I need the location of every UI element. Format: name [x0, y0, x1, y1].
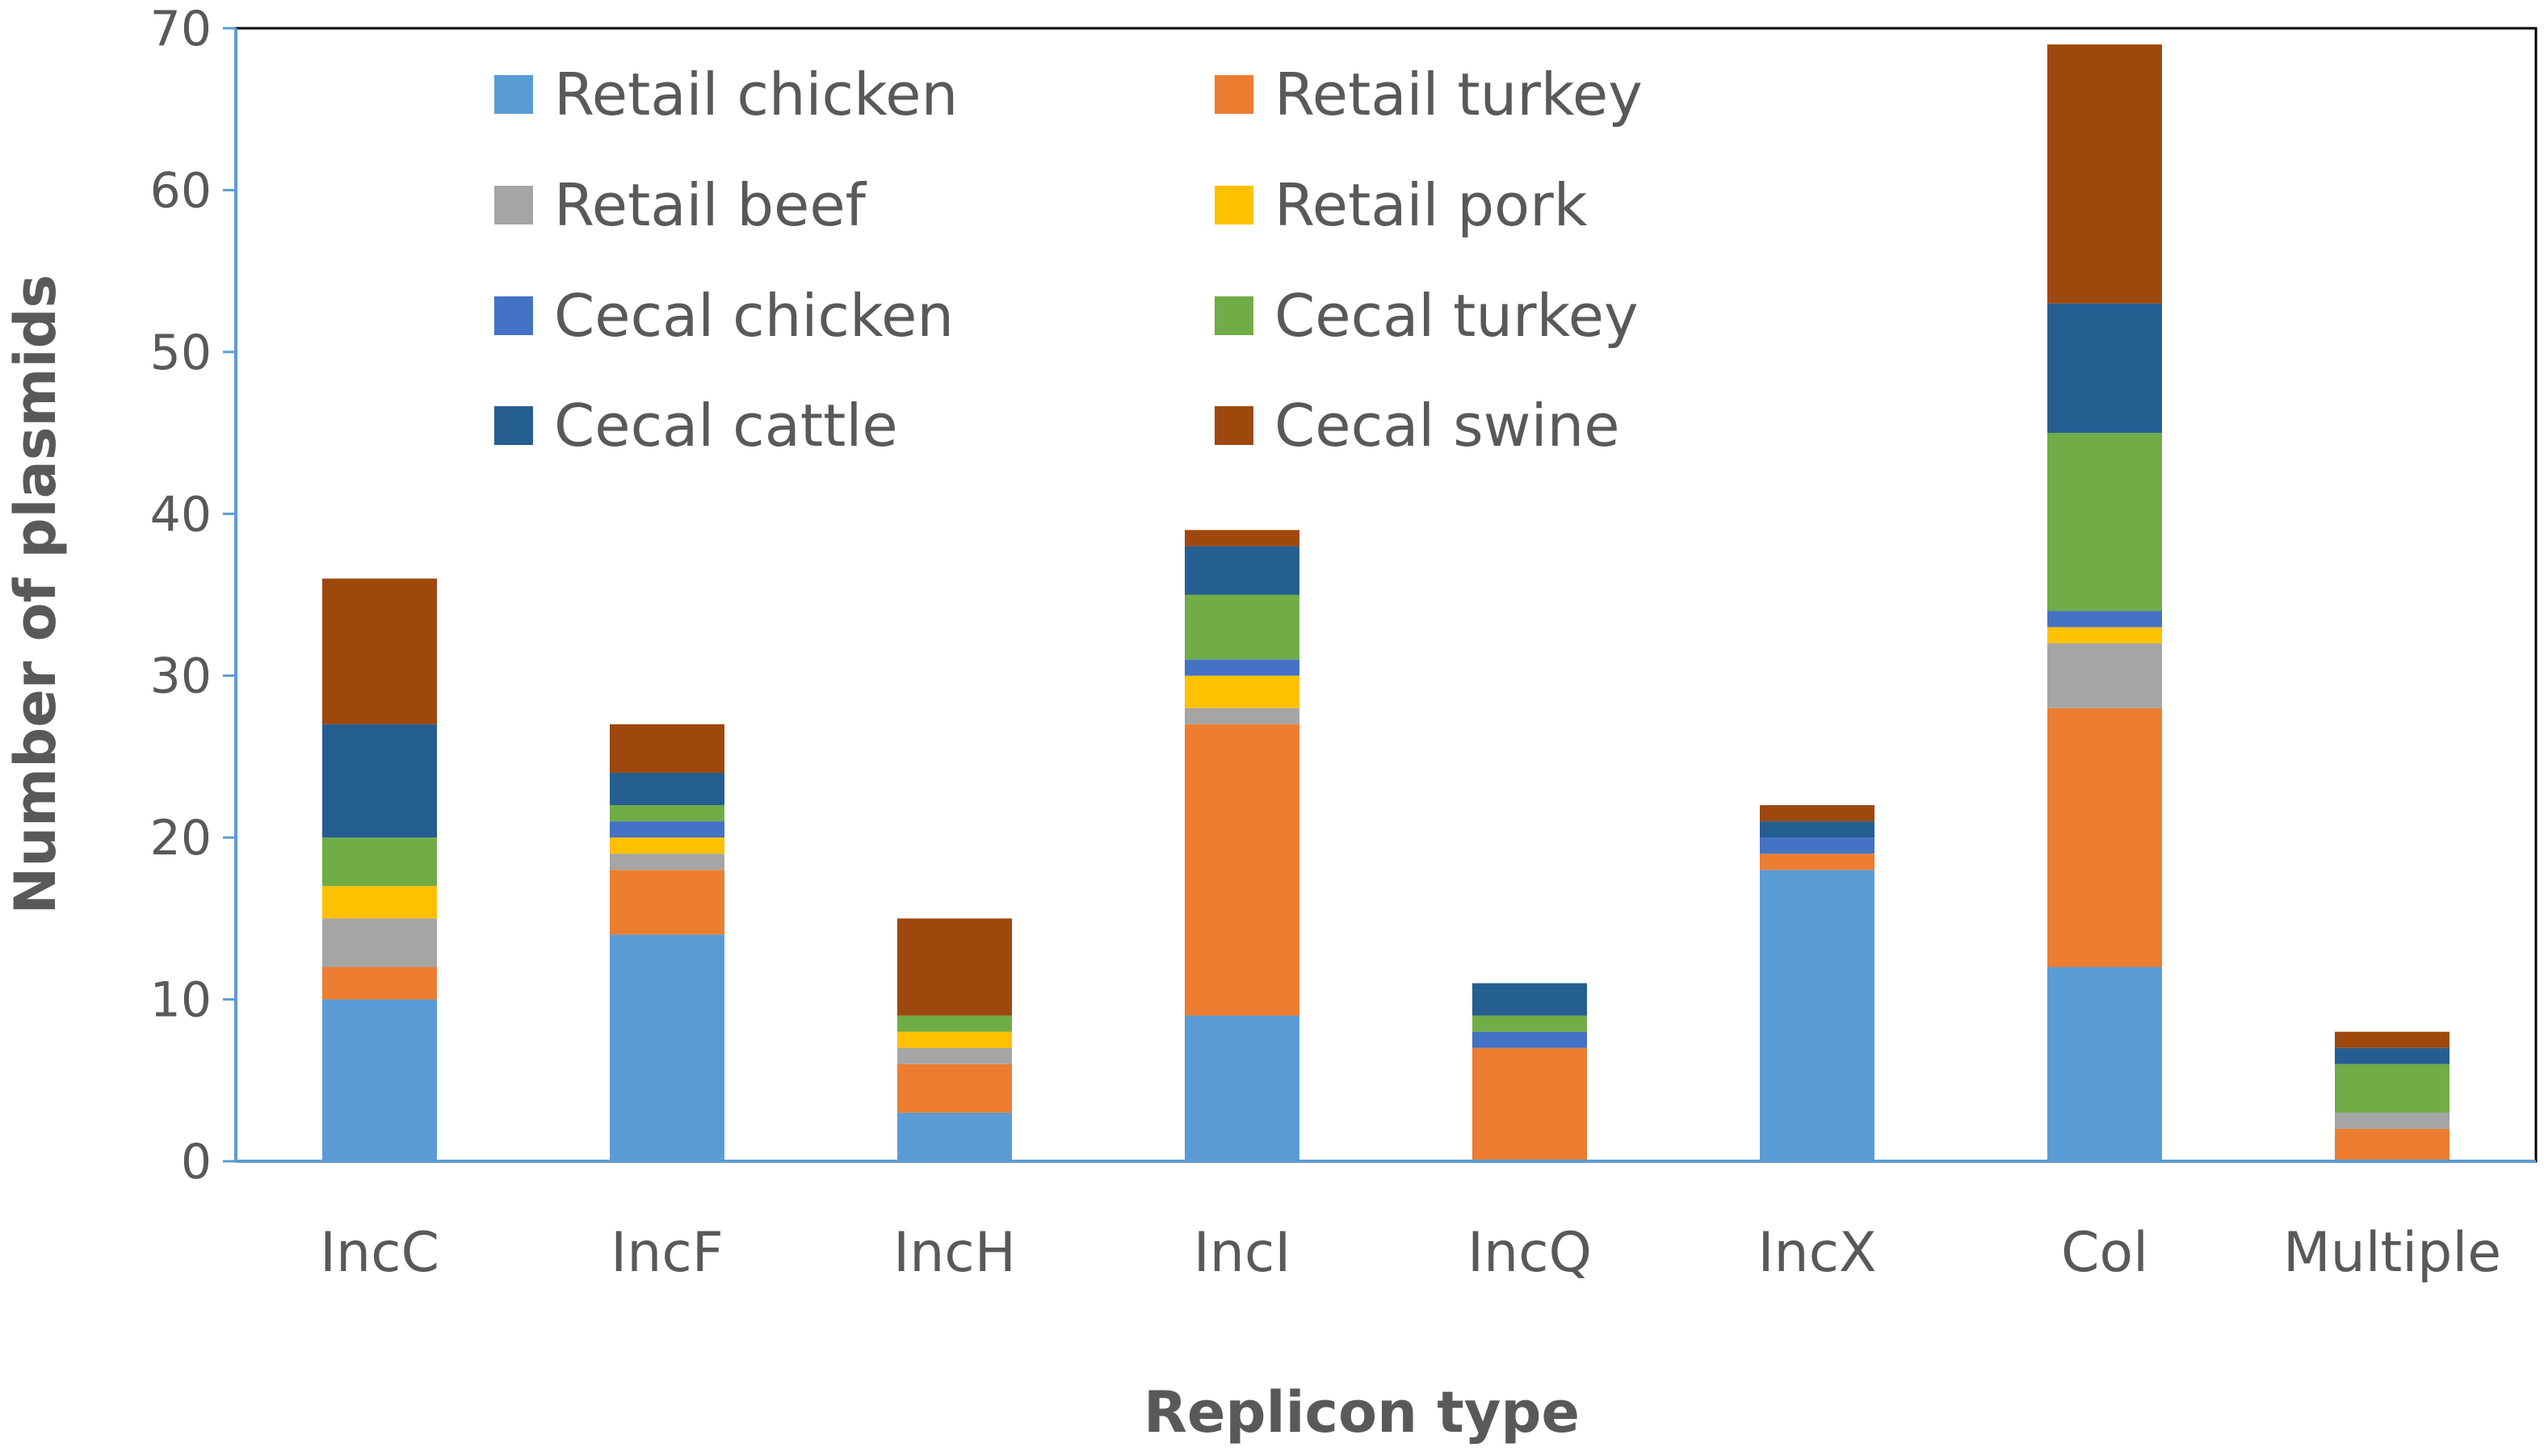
- x-tick-label-inch: IncH: [893, 1221, 1016, 1285]
- legend-swatch-cecal-chicken: [494, 296, 533, 335]
- legend-label-cecal-chicken: Cecal chicken: [554, 282, 954, 350]
- bar-incc-retail-beef: [322, 918, 437, 967]
- bar-col-retail-pork: [2047, 627, 2162, 644]
- legend-label-cecal-cattle: Cecal cattle: [554, 392, 898, 459]
- bar-inci-retail-turkey: [1185, 724, 1299, 1016]
- legend-label-cecal-turkey: Cecal turkey: [1274, 282, 1639, 350]
- bar-multiple-cecal-cattle: [2335, 1047, 2450, 1064]
- bar-incf-cecal-chicken: [610, 821, 724, 838]
- bar-col-cecal-swine: [2047, 44, 2162, 304]
- y-tick-label-30: 30: [150, 648, 212, 705]
- bar-incx-retail-chicken: [1760, 870, 1874, 1161]
- bar-inci-retail-beef: [1185, 707, 1299, 724]
- bar-incx-retail-turkey: [1760, 854, 1874, 871]
- bar-col-retail-beef: [2047, 643, 2162, 708]
- bar-inch-retail-chicken: [897, 1112, 1012, 1161]
- bar-incf-cecal-cattle: [610, 772, 724, 806]
- legend-swatch-cecal-cattle: [494, 406, 533, 445]
- x-tick-label-inci: IncI: [1194, 1221, 1291, 1285]
- bar-incq-cecal-turkey: [1472, 1015, 1587, 1032]
- y-axis-title: Number of plasmids: [2, 275, 69, 914]
- bar-incc-retail-pork: [322, 886, 437, 919]
- y-tick-label-40: 40: [150, 486, 212, 543]
- bar-incc-retail-turkey: [322, 967, 437, 1000]
- bar-col-cecal-cattle: [2047, 303, 2162, 434]
- bar-incc-cecal-swine: [322, 578, 437, 724]
- bar-incx-cecal-chicken: [1760, 837, 1874, 854]
- legend-swatch-retail-pork: [1215, 186, 1253, 224]
- legend-label-retail-chicken: Retail chicken: [554, 61, 958, 128]
- x-tick-label-incx: IncX: [1757, 1221, 1876, 1285]
- bar-col-cecal-turkey: [2047, 433, 2162, 611]
- y-tick-label-70: 70: [150, 1, 212, 57]
- legend-label-retail-beef: Retail beef: [554, 171, 867, 239]
- legend-label-retail-turkey: Retail turkey: [1274, 61, 1643, 128]
- legend-swatch-cecal-swine: [1215, 406, 1253, 445]
- bar-col-retail-turkey: [2047, 707, 2162, 967]
- bar-incx-cecal-cattle: [1760, 821, 1874, 838]
- bar-inch-retail-pork: [897, 1031, 1012, 1048]
- legend-swatch-retail-beef: [494, 186, 533, 224]
- x-labels-group: IncC IncF IncH IncI IncQ IncX Col Multiple: [320, 1221, 2501, 1285]
- bar-multiple-cecal-swine: [2335, 1031, 2450, 1048]
- bar-incq-cecal-chicken: [1472, 1031, 1587, 1048]
- bar-incf-retail-turkey: [610, 870, 724, 935]
- y-tick-label-0: 0: [181, 1134, 212, 1190]
- bar-multiple-cecal-turkey: [2335, 1064, 2450, 1113]
- bar-incf-cecal-turkey: [610, 805, 724, 822]
- bar-incc-retail-chicken: [322, 999, 437, 1161]
- bar-inch-cecal-swine: [897, 918, 1012, 1016]
- bar-inci-cecal-swine: [1185, 530, 1299, 547]
- bar-incc-cecal-cattle: [322, 724, 437, 838]
- bar-incq-cecal-cattle: [1472, 983, 1587, 1016]
- bar-incf-retail-pork: [610, 837, 724, 854]
- y-tick-label-20: 20: [150, 810, 212, 866]
- bar-col-retail-chicken: [2047, 967, 2162, 1161]
- bar-incf-cecal-swine: [610, 724, 724, 773]
- y-tick-label-60: 60: [150, 162, 212, 219]
- legend-label-retail-pork: Retail pork: [1274, 171, 1588, 239]
- legend-swatch-cecal-turkey: [1215, 296, 1253, 335]
- bar-inch-retail-beef: [897, 1047, 1012, 1064]
- legend-label-cecal-swine: Cecal swine: [1274, 392, 1620, 459]
- bar-inci-cecal-turkey: [1185, 594, 1299, 660]
- y-tick-label-50: 50: [150, 325, 212, 381]
- x-tick-label-col: Col: [2061, 1221, 2148, 1285]
- bar-incf-retail-chicken: [610, 934, 724, 1161]
- bar-multiple-retail-beef: [2335, 1112, 2450, 1129]
- bar-inci-cecal-chicken: [1185, 659, 1299, 676]
- bar-incf-retail-beef: [610, 854, 724, 871]
- bar-incq-retail-turkey: [1472, 1047, 1587, 1161]
- bars-group: [322, 44, 2450, 1161]
- legend: Retail chicken Retail turkey Retail beef Re…: [494, 61, 1643, 459]
- bar-incx-cecal-swine: [1760, 805, 1874, 822]
- legend-swatch-retail-turkey: [1215, 75, 1253, 114]
- x-axis-title: Replicon type: [1144, 1379, 1580, 1446]
- bar-inch-retail-turkey: [897, 1064, 1012, 1113]
- bar-multiple-retail-turkey: [2335, 1128, 2450, 1161]
- bar-inci-retail-pork: [1185, 675, 1299, 708]
- x-tick-label-incq: IncQ: [1467, 1221, 1592, 1285]
- legend-swatch-retail-chicken: [494, 75, 533, 114]
- x-tick-label-incc: IncC: [320, 1221, 439, 1285]
- bar-incc-cecal-turkey: [322, 837, 437, 887]
- bar-inch-cecal-turkey: [897, 1015, 1012, 1032]
- x-tick-label-incf: IncF: [611, 1221, 724, 1285]
- x-tick-label-multiple: Multiple: [2283, 1221, 2501, 1285]
- y-tick-label-10: 10: [150, 972, 212, 1029]
- bar-inci-retail-chicken: [1185, 1015, 1299, 1161]
- y-ticks-group: 0 10 20 30 40 50 60 70: [150, 1, 236, 1190]
- bar-inci-cecal-cattle: [1185, 546, 1299, 595]
- bar-col-cecal-chicken: [2047, 611, 2162, 627]
